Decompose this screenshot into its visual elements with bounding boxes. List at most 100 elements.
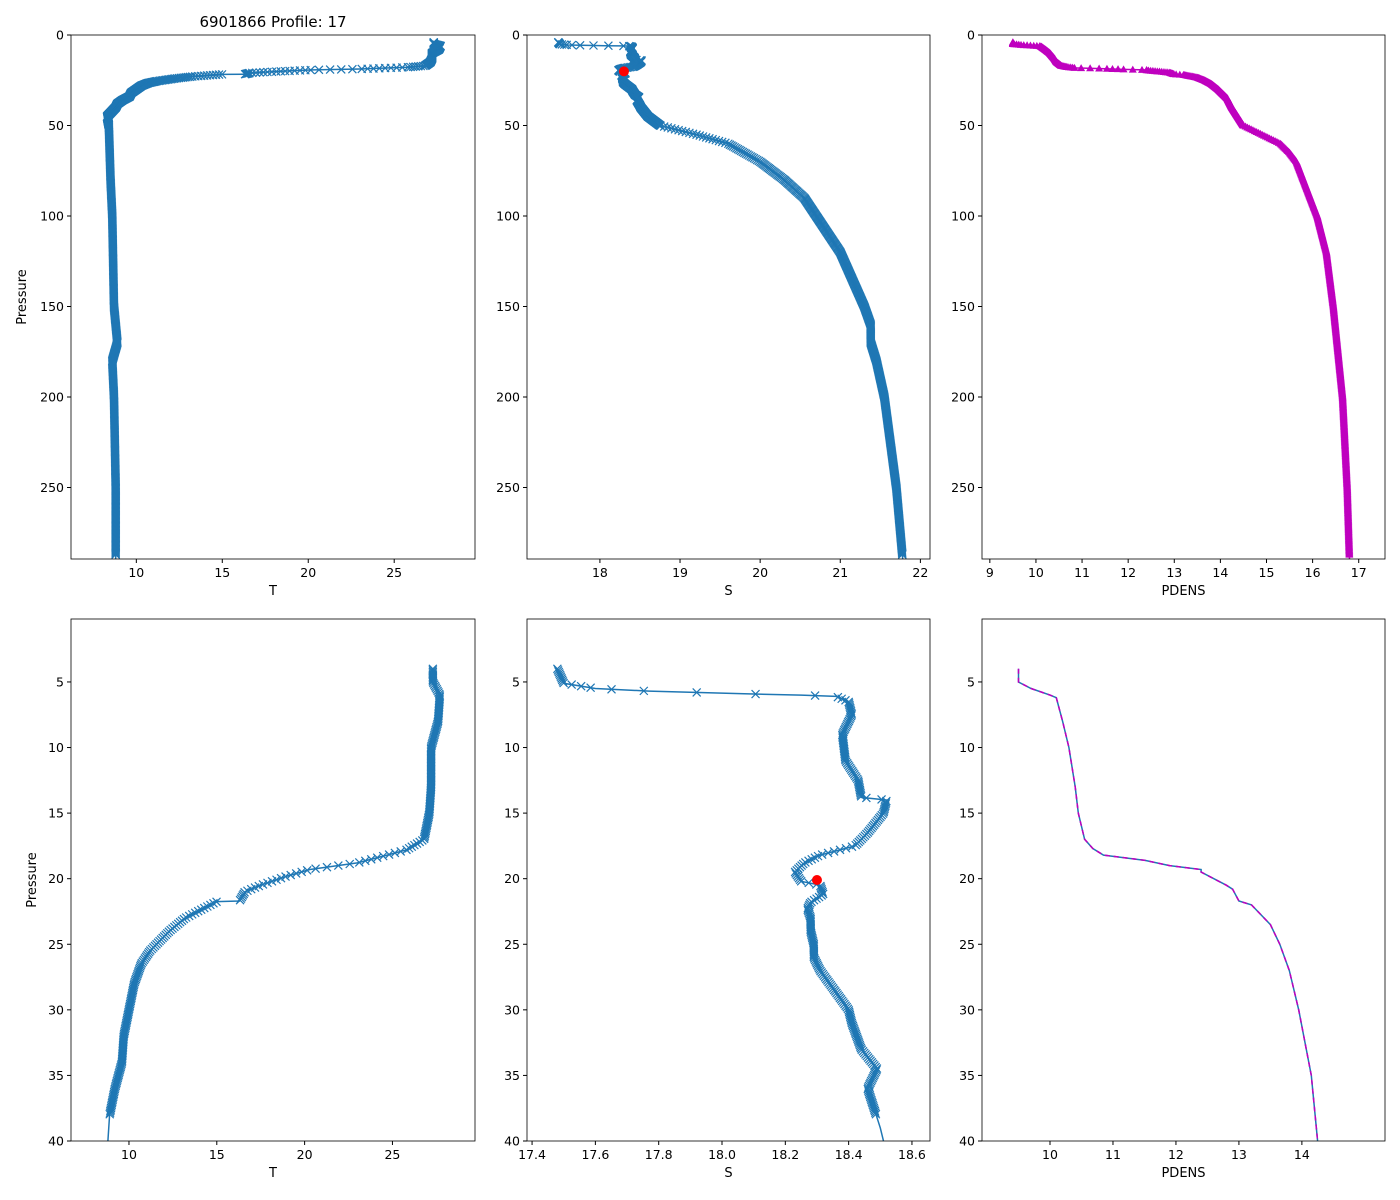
data-point-x [823, 848, 833, 858]
y-tick-label: 200 [40, 390, 64, 405]
data-point-x [853, 1035, 863, 1045]
x-tick-label: 11 [1105, 1147, 1121, 1162]
data-point-x [567, 680, 577, 690]
y-axis-label: Pressure [25, 852, 40, 908]
subplot-6-pdens: 10 11 12 13 14 5 10 15 20 25 30 35 40 PDENS [959, 618, 1386, 1181]
subplot-2-s: 18 19 20 21 22 0 50 100 150 200 250 S [496, 28, 931, 599]
y-tick-label: 40 [48, 1134, 64, 1149]
data-point-x [311, 864, 321, 874]
data-point-x [897, 550, 907, 559]
plot-area [105, 664, 445, 1141]
x-tick-label: 17.8 [645, 1147, 673, 1162]
data-point-x [816, 883, 826, 893]
y-tick-label: 35 [48, 1068, 64, 1083]
y-tick-label: 250 [951, 480, 975, 495]
data-point-x [704, 133, 714, 143]
chart-title: 6901866 Profile: 17 [199, 13, 346, 31]
data-point-triangle [1108, 64, 1117, 72]
data-point-x [848, 1021, 858, 1031]
subplot-5-s: 17.4 17.6 17.8 18.0 18.2 18.4 18.6 5 10 15 20 25 30 3… [504, 618, 931, 1181]
data-point-x [870, 1106, 880, 1116]
y-tick-label: 15 [504, 806, 520, 821]
data-point-triangle [1102, 64, 1111, 72]
data-point-x [589, 41, 598, 50]
data-point-x [135, 961, 145, 971]
data-point-x [835, 845, 845, 855]
data-point-x [850, 1026, 860, 1036]
data-point-x [865, 1090, 875, 1100]
data-point-x [708, 134, 718, 144]
y-tick-label: 150 [40, 299, 64, 314]
data-point-x [864, 1089, 874, 1099]
data-point-x [803, 905, 813, 915]
data-point-x [559, 40, 569, 50]
y-tick-label: 30 [504, 1002, 520, 1017]
data-point-x [297, 867, 307, 877]
highlight-point [618, 66, 629, 77]
x-tick-label: 15 [209, 1147, 225, 1162]
axes-frame [526, 34, 931, 560]
data-point-x [105, 1106, 115, 1116]
data-point-triangle [1119, 65, 1128, 73]
data-point-x [847, 1018, 857, 1028]
data-point-x [133, 968, 143, 978]
plot-area [552, 664, 891, 1141]
data-point-x [869, 1103, 879, 1113]
x-axis-label: PDENS [1161, 584, 1205, 599]
data-point-x [867, 1098, 877, 1108]
data-point-x [132, 972, 141, 982]
data-point-x [347, 64, 357, 74]
highlight-point [811, 875, 822, 885]
x-tick-label: 14 [1294, 1147, 1310, 1162]
data-point-x [354, 858, 364, 867]
x-tick-label: 25 [384, 1147, 400, 1162]
y-tick-label: 50 [48, 118, 64, 133]
x-axis-label: S [724, 1166, 732, 1181]
data-point-x [135, 963, 145, 973]
data-point-x [575, 40, 585, 50]
data-point-triangle [1345, 550, 1354, 558]
y-tick-label: 100 [496, 209, 520, 224]
data-point-triangle [1095, 64, 1104, 72]
data-point-x [336, 64, 346, 74]
axes-frame [981, 618, 1386, 1142]
data-point-x [840, 754, 850, 763]
data-point-x [847, 1020, 857, 1029]
x-tick-label: 21 [832, 565, 848, 580]
data-point-x [366, 854, 376, 864]
data-point-x [701, 132, 711, 142]
data-point-x [804, 878, 814, 888]
data-point-x [847, 710, 857, 719]
data-point-x [136, 960, 146, 970]
x-tick-label: 12 [1168, 1147, 1184, 1162]
data-point-x [847, 842, 857, 852]
plot-area [1017, 668, 1319, 1141]
data-point-x [861, 793, 871, 803]
data-point-x [372, 853, 382, 863]
x-tick-label: 19 [672, 565, 688, 580]
data-point-x [720, 138, 730, 148]
data-point-x [412, 839, 422, 848]
data-point-x [856, 791, 866, 801]
y-tick-label: 40 [959, 1134, 975, 1149]
data-point-x [869, 1105, 879, 1114]
x-tick-label: 9 [986, 565, 994, 580]
data-point-x [851, 1031, 861, 1040]
x-tick-label: 18.2 [771, 1147, 799, 1162]
data-point-triangle [1114, 65, 1123, 73]
y-tick-label: 20 [959, 871, 975, 886]
x-tick-label: 25 [386, 565, 402, 580]
plot-area [553, 37, 907, 559]
data-point-x [853, 1034, 862, 1044]
x-tick-label: 18.6 [898, 1147, 926, 1162]
data-point-x [841, 843, 851, 853]
data-point-x [868, 1100, 878, 1110]
y-tick-label: 0 [512, 28, 520, 43]
data-point-x [286, 870, 296, 880]
data-point-x [333, 861, 343, 870]
y-tick-label: 50 [959, 118, 975, 133]
data-point-x [698, 132, 708, 141]
data-point-x [415, 837, 425, 847]
x-tick-label: 13 [1231, 1147, 1247, 1162]
x-tick-label: 16 [1305, 565, 1321, 580]
